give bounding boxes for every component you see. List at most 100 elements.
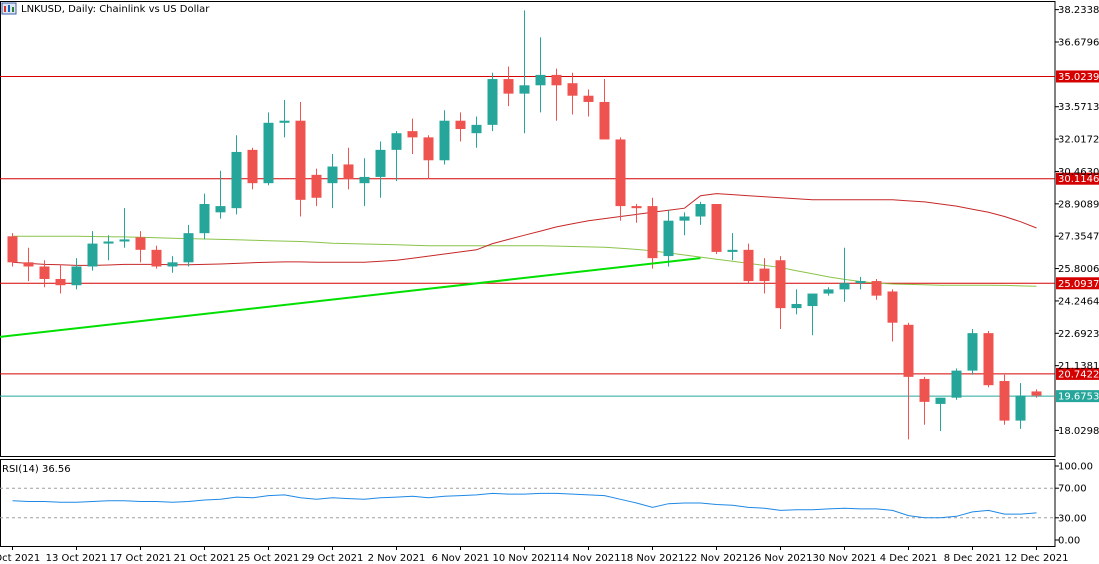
- bullish-candle: [471, 116, 482, 148]
- candle-body: [999, 381, 1010, 421]
- bearish-candle: [407, 118, 418, 155]
- bullish-candle: [695, 201, 706, 225]
- candle-body: [359, 176, 370, 184]
- bearish-candle: [567, 72, 578, 115]
- price-tick-label: 30.46305: [1058, 167, 1099, 178]
- rsi-label: RSI(14) 36.56: [2, 464, 71, 475]
- level-price-tag-text: 30.11461: [1058, 174, 1099, 185]
- candle-body: [855, 281, 866, 284]
- level-price-tag: [1056, 277, 1099, 290]
- rsi-tick-label: 100.00: [1058, 462, 1093, 473]
- time-tick-label: 26 Nov 2021: [748, 553, 812, 564]
- candle-body: [647, 206, 658, 259]
- candle-body: [967, 333, 978, 371]
- candle-body: [439, 120, 450, 161]
- bullish-candle: [839, 247, 850, 302]
- bearish-candle: [343, 147, 354, 190]
- level-price-tag: [1056, 172, 1099, 185]
- candle-body: [199, 204, 210, 234]
- candle-body: [103, 241, 114, 244]
- bullish-candle: [727, 233, 738, 261]
- candle-body: [151, 249, 162, 267]
- bullish-candle: [167, 256, 178, 273]
- trendline-layer[interactable]: [0, 257, 701, 338]
- bearish-candle: [135, 231, 146, 263]
- candle-body: [407, 131, 418, 138]
- candles: [7, 10, 1042, 440]
- candle-body: [759, 268, 770, 282]
- candle-body: [823, 289, 834, 294]
- price-axis: 38.23380 36.67965 33.57130 32.01720 30.46305…: [1055, 5, 1099, 437]
- bullish-candle: [183, 224, 194, 267]
- price-tick-label: 18.02985: [1058, 426, 1099, 437]
- bullish-candle: [375, 141, 386, 198]
- candle-body: [631, 206, 642, 209]
- bullish-candle: [103, 235, 114, 261]
- bullish-candle: [951, 368, 962, 400]
- time-tick-label: 12 Dec 2021: [1005, 553, 1069, 564]
- trendline[interactable]: [0, 257, 701, 338]
- bearish-candle: [311, 168, 322, 207]
- bearish-candle: [615, 137, 626, 221]
- bearish-candle: [23, 247, 34, 282]
- candle-body: [167, 262, 178, 267]
- candle-body: [983, 333, 994, 386]
- candle-body: [183, 233, 194, 263]
- price-tick-label: 22.69230: [1058, 329, 1099, 340]
- bearish-candle: [503, 66, 514, 107]
- price-tick-label: 25.80060: [1058, 264, 1099, 275]
- bullish-candle: [327, 154, 338, 209]
- price-tick-label: 38.23380: [1058, 5, 1099, 16]
- candle-body: [615, 139, 626, 207]
- candle-body: [839, 283, 850, 290]
- moving-average-fast-line: [12, 193, 1037, 266]
- bearish-candle: [7, 233, 18, 267]
- candle-body: [231, 151, 242, 209]
- time-tick-label: 2 Nov 2021: [368, 553, 426, 564]
- bullish-candle: [855, 276, 866, 290]
- rsi-panel: 100.00 70.00 30.00 0.00: [0, 462, 1093, 547]
- candle-body: [311, 174, 322, 198]
- bearish-candle: [423, 135, 434, 180]
- bullish-candle: [87, 231, 98, 271]
- chart-window-icon: [1, 2, 17, 15]
- level-price-tag-text: 25.09370: [1058, 279, 1099, 290]
- price-tick-label: 36.67965: [1058, 37, 1099, 48]
- rsi-line: [12, 492, 1037, 519]
- price-tick-label: 33.57130: [1058, 102, 1099, 113]
- price-tick-label: 28.90890: [1058, 199, 1099, 210]
- bullish-candle: [935, 397, 946, 432]
- candle-body: [55, 278, 66, 286]
- time-tick-label: 30 Nov 2021: [812, 553, 876, 564]
- time-tick-label: 14 Nov 2021: [556, 553, 620, 564]
- candle-body: [1015, 395, 1026, 421]
- level-price-tag: [1056, 70, 1099, 83]
- candle-body: [503, 79, 514, 94]
- price-tick-label: 21.13815: [1058, 361, 1099, 372]
- time-tick-label: 18 Nov 2021: [620, 553, 684, 564]
- bullish-candle: [1015, 383, 1026, 429]
- bullish-candle: [791, 289, 802, 315]
- bearish-candle: [711, 204, 722, 254]
- level-price-tag: [1056, 367, 1099, 380]
- horizontal-levels[interactable]: 35.02395 30.11461 25.09370 20.74224 19.67534: [0, 70, 1099, 403]
- rsi-plot-frame: [0, 459, 1056, 547]
- candle-body: [695, 204, 706, 217]
- main-plot-frame: [0, 1, 1056, 457]
- bullish-candle: [279, 99, 290, 138]
- candle-body: [679, 216, 690, 221]
- candle-body: [455, 120, 466, 130]
- candle-body: [343, 164, 354, 180]
- bullish-candle: [391, 131, 402, 182]
- bullish-candle: [263, 112, 274, 186]
- bearish-candle: [631, 204, 642, 223]
- time-tick-label: 29 Oct 2021: [302, 553, 364, 564]
- candle-body: [663, 220, 674, 257]
- current-price-tag: [1056, 390, 1099, 403]
- price-tick-label: 27.35475: [1058, 232, 1099, 243]
- bearish-candle: [775, 256, 786, 329]
- candle-body: [423, 137, 434, 161]
- bullish-candle: [807, 293, 818, 336]
